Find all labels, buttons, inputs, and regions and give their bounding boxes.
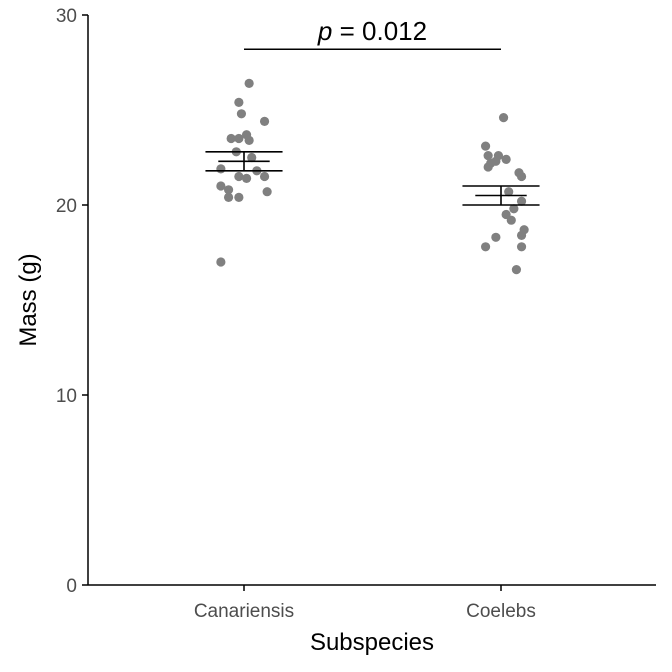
data-point	[223, 185, 234, 195]
data-point	[504, 187, 514, 197]
data-point	[247, 152, 257, 163]
y-axis-title: Mass (g)	[15, 253, 42, 346]
data-point	[234, 133, 244, 144]
y-tick-label: 20	[56, 196, 77, 217]
significance-annotation: p = 0.012	[244, 16, 501, 50]
data-point	[498, 113, 509, 123]
y-tick-label: 30	[56, 6, 77, 27]
axes: 0 10 20 30 Canariensis Coelebs	[56, 6, 656, 622]
data-point	[216, 257, 226, 267]
data-point	[501, 154, 511, 164]
data-point	[480, 242, 491, 252]
data-point	[480, 141, 491, 151]
data-point	[516, 242, 527, 252]
data-point	[509, 204, 519, 214]
data-point	[259, 116, 270, 126]
data-point	[234, 97, 244, 107]
y-tick-label: 10	[56, 386, 77, 407]
data-point	[516, 230, 527, 240]
data-point	[223, 192, 234, 202]
data-point	[483, 151, 493, 161]
data-point	[234, 171, 244, 182]
data-point	[216, 164, 226, 174]
x-axis-title: Subspecies	[310, 629, 434, 656]
data-point	[226, 133, 236, 144]
x-ticks: Canariensis Coelebs	[194, 585, 536, 622]
data-point	[483, 162, 493, 172]
p-value-text: = 0.012	[332, 16, 427, 46]
y-tick-label: 0	[66, 576, 77, 597]
x-tick-label: Canariensis	[194, 601, 294, 622]
y-ticks: 0 10 20 30	[56, 6, 88, 597]
data-points	[216, 78, 529, 275]
data-point	[259, 171, 270, 182]
data-point	[516, 171, 527, 182]
p-value-label: p = 0.012	[317, 16, 427, 46]
data-point	[506, 215, 516, 225]
data-point	[516, 196, 527, 206]
data-point	[244, 78, 254, 88]
data-point	[491, 232, 501, 242]
data-point	[262, 187, 272, 197]
x-tick-label: Coelebs	[466, 601, 536, 622]
data-point	[241, 173, 252, 183]
p-symbol: p	[317, 16, 332, 46]
data-point	[511, 265, 522, 275]
data-point	[234, 192, 244, 202]
data-point	[244, 135, 254, 145]
data-point	[216, 181, 226, 191]
mean-ci-bars	[205, 151, 540, 206]
data-point	[236, 109, 247, 119]
